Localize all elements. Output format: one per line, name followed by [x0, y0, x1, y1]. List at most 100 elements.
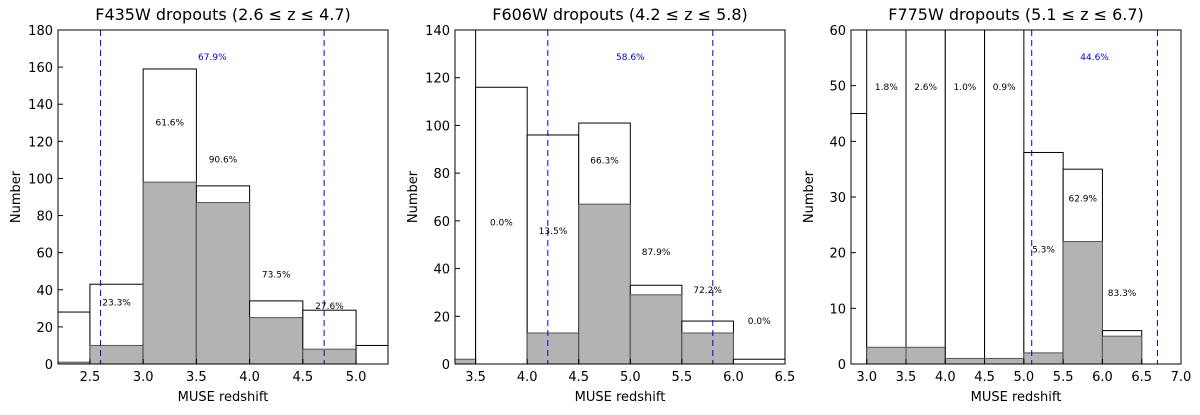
total-bar — [475, 86, 528, 364]
chart-title: F606W dropouts (4.2 ≤ z ≤ 5.8) — [492, 5, 748, 24]
plot-area — [455, 30, 785, 364]
x-axis-label: MUSE redshift — [575, 390, 666, 405]
total-bar — [851, 113, 868, 364]
y-tick-label: 50 — [829, 80, 846, 95]
x-tick-label: 6.5 — [775, 370, 796, 385]
y-tick-label: 180 — [28, 24, 53, 39]
x-tick-label: 4.5 — [568, 370, 589, 385]
x-tick-label: 6.0 — [1092, 370, 1113, 385]
total-bar — [866, 30, 907, 364]
plot-area — [58, 30, 388, 364]
fraction-label: 0.9% — [993, 83, 1016, 93]
x-tick-label: 4.0 — [517, 370, 538, 385]
plot-area — [851, 30, 1158, 364]
selected-bar — [526, 332, 580, 364]
x-tick-label: 3.5 — [896, 370, 917, 385]
total-bar — [905, 30, 946, 364]
x-axis-label: MUSE redshift — [178, 390, 269, 405]
x-tick-label: 5.0 — [346, 370, 367, 385]
selected-bar — [302, 348, 357, 364]
overall-label: 44.6% — [1080, 53, 1109, 63]
y-tick-label: 80 — [36, 210, 53, 225]
x-tick-label: 2.5 — [80, 370, 101, 385]
x-tick-label: 3.0 — [133, 370, 154, 385]
fraction-label: 23.3% — [102, 298, 131, 308]
x-tick-label: 3.5 — [186, 370, 207, 385]
fraction-label: 61.6% — [155, 119, 184, 129]
selected-bar — [866, 346, 907, 364]
y-tick-label: 40 — [829, 135, 846, 150]
fraction-label: 1.8% — [875, 83, 898, 93]
x-tick-label: 7.0 — [1171, 370, 1192, 385]
x-tick-label: 5.5 — [672, 370, 693, 385]
selected-bar — [249, 317, 304, 364]
x-tick-label: 3.0 — [856, 370, 877, 385]
fraction-label: 27.6% — [315, 302, 344, 312]
y-tick-label: 10 — [829, 302, 846, 317]
panel: 1.8% 2.6% 1.0% 0.9% 5.3% 62.9% 83.3% 44.6% 0 10 20… — [802, 5, 1192, 405]
y-tick-label: 100 — [425, 119, 450, 134]
overall-label: 67.9% — [198, 53, 227, 63]
x-tick-label: 4.0 — [935, 370, 956, 385]
x-tick-label: 6.5 — [1131, 370, 1152, 385]
x-tick-label: 5.0 — [1014, 370, 1035, 385]
fraction-label: 0.0% — [490, 219, 513, 229]
selected-bar — [1023, 352, 1064, 364]
total-bar — [1023, 151, 1064, 364]
chart-title: F775W dropouts (5.1 ≤ z ≤ 6.7) — [888, 5, 1144, 24]
y-tick-label: 140 — [28, 98, 53, 113]
y-tick-label: 140 — [425, 24, 450, 39]
y-tick-label: 120 — [425, 72, 450, 87]
selected-bar — [195, 202, 251, 364]
fraction-label: 83.3% — [1108, 289, 1137, 299]
fraction-label: 73.5% — [262, 271, 291, 281]
frame — [454, 29, 786, 365]
y-tick-label: 40 — [433, 263, 450, 278]
fraction-label: 90.6% — [209, 156, 238, 166]
chart-title: F435W dropouts (2.6 ≤ z ≤ 4.7) — [95, 5, 351, 24]
y-axis-label: Number — [9, 170, 24, 223]
selected-bar — [984, 357, 1025, 364]
selected-bar — [944, 357, 986, 364]
selected-bar — [629, 294, 683, 364]
panel: 23.3% 61.6% 90.6% 73.5% 27.6% 67.9% 0 20 40 60 80 1… — [9, 5, 389, 405]
y-tick-label: 0 — [442, 358, 450, 373]
fraction-label: 2.6% — [914, 83, 937, 93]
x-tick-label: 3.5 — [465, 370, 486, 385]
y-tick-label: 20 — [829, 247, 846, 262]
total-bar — [944, 30, 986, 364]
y-tick-label: 0 — [45, 358, 53, 373]
fraction-label: 62.9% — [1068, 195, 1097, 205]
y-tick-label: 120 — [28, 135, 53, 150]
x-tick-label: 5.5 — [1053, 370, 1074, 385]
frame — [57, 29, 389, 365]
selected-bar — [1062, 241, 1103, 364]
total-bar — [526, 134, 580, 364]
panel: 0.0% 13.5% 66.3% 87.9% 72.2% 0.0% 58.6% 0 20 40 60… — [406, 5, 795, 405]
y-tick-label: 60 — [433, 215, 450, 230]
selected-bar — [578, 203, 631, 364]
x-tick-label: 4.0 — [239, 370, 260, 385]
fraction-label: 87.9% — [642, 248, 671, 258]
x-tick-label: 4.5 — [292, 370, 313, 385]
y-tick-label: 160 — [28, 61, 53, 76]
x-tick-label: 4.5 — [974, 370, 995, 385]
y-tick-label: 0 — [838, 358, 846, 373]
total-bar — [732, 358, 785, 364]
x-tick-label: 6.0 — [723, 370, 744, 385]
selected-bar — [142, 181, 197, 364]
fraction-label: 13.5% — [539, 227, 568, 237]
y-tick-label: 60 — [36, 247, 53, 262]
total-bar — [355, 344, 388, 364]
y-tick-label: 20 — [36, 321, 53, 336]
y-tick-label: 40 — [36, 284, 53, 299]
x-tick-label: 5.0 — [620, 370, 641, 385]
overall-label: 58.6% — [616, 53, 645, 63]
y-tick-label: 20 — [433, 310, 450, 325]
total-bar — [58, 311, 91, 364]
selected-bar — [1101, 335, 1143, 364]
selected-bar — [89, 344, 144, 364]
x-axis-label: MUSE redshift — [971, 390, 1062, 405]
selected-bar — [905, 346, 946, 364]
